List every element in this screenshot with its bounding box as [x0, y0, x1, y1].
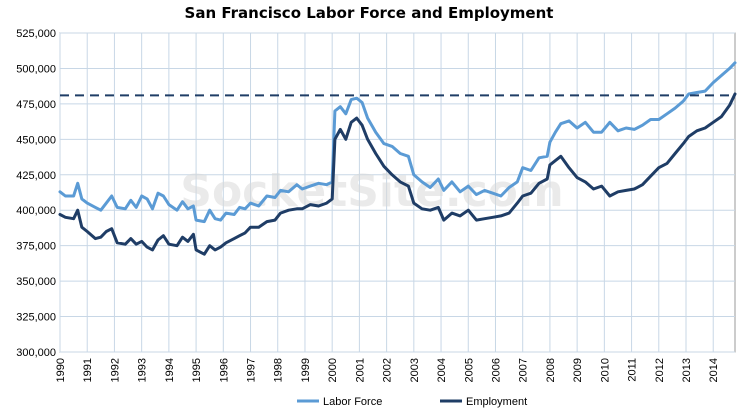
y-tick-label: 475,000: [16, 99, 56, 111]
legend-label: Labor Force: [323, 396, 382, 408]
plot-area: 300,000 325,000 350,000 375,000 400,000 425,0…: [16, 28, 737, 408]
x-tick-label: 2011: [627, 358, 639, 382]
y-tick-label: 400,000: [16, 205, 56, 217]
x-tick-label: 2009: [572, 358, 584, 382]
y-tick-label: 425,000: [16, 170, 56, 182]
y-tick-label: 525,000: [16, 28, 56, 40]
x-tick-label: 1998: [273, 358, 285, 382]
x-tick-label: 1999: [300, 358, 312, 382]
x-tick-label: 2001: [354, 358, 366, 382]
x-tick-label: 2007: [518, 358, 530, 382]
y-tick-label: 450,000: [16, 134, 56, 146]
x-tick-label: 2008: [545, 358, 557, 382]
x-tick-label: 2003: [409, 358, 421, 382]
chart-title: San Francisco Labor Force and Employment: [184, 4, 554, 22]
x-tick-label: 1992: [109, 358, 121, 382]
x-tick-label: 1994: [164, 358, 176, 382]
y-tick-label: 325,000: [16, 312, 56, 324]
x-tick-label: 1991: [82, 358, 94, 382]
x-tick-label: 1990: [55, 358, 67, 382]
x-tick-label: 2013: [681, 358, 693, 382]
x-tick-label: 2014: [708, 358, 720, 382]
x-tick-label: 1995: [191, 358, 203, 382]
x-tick-label: 1997: [246, 358, 258, 382]
legend-label: Employment: [466, 396, 527, 408]
x-tick-label: 2005: [463, 358, 475, 382]
y-tick-label: 375,000: [16, 241, 56, 253]
x-tick-label: 2004: [436, 358, 448, 382]
y-tick-label: 500,000: [16, 63, 56, 75]
x-tick-label: 2000: [327, 358, 339, 382]
y-tick-label: 300,000: [16, 347, 56, 359]
x-tick-label: 2002: [382, 358, 394, 382]
x-tick-label: 1993: [137, 358, 149, 382]
x-tick-label: 2006: [490, 358, 502, 382]
x-tick-label: 1996: [218, 358, 230, 382]
y-tick-label: 350,000: [16, 276, 56, 288]
series-line-labor-force: [58, 61, 737, 224]
x-tick-label: 2010: [599, 358, 611, 382]
series-line-employment: [58, 92, 737, 256]
x-tick-label: 2012: [654, 358, 666, 382]
